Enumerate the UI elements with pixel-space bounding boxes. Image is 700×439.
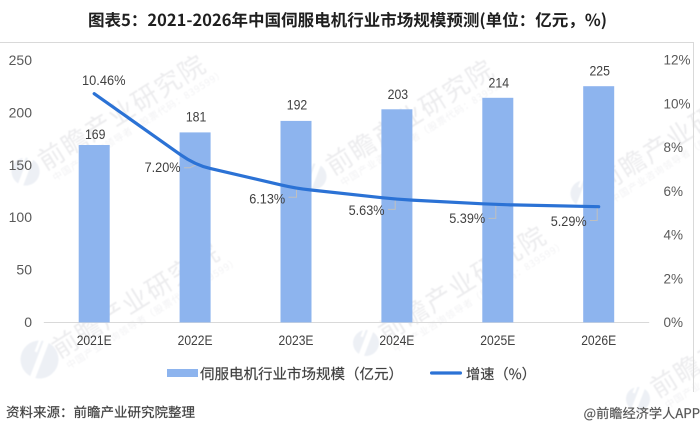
svg-text:6.13%: 6.13% (249, 192, 285, 207)
svg-text:203: 203 (388, 87, 409, 102)
svg-text:5.29%: 5.29% (551, 214, 587, 229)
svg-text:225: 225 (589, 63, 610, 78)
svg-text:169: 169 (85, 127, 106, 142)
svg-text:200: 200 (9, 104, 33, 120)
svg-text:4%: 4% (664, 228, 684, 243)
svg-text:2025E: 2025E (480, 333, 515, 348)
svg-text:250: 250 (9, 52, 33, 68)
svg-text:2022E: 2022E (178, 333, 213, 348)
svg-text:192: 192 (287, 98, 308, 113)
svg-text:50: 50 (16, 262, 32, 278)
svg-text:2026E: 2026E (581, 333, 616, 348)
svg-text:181: 181 (186, 109, 207, 124)
svg-text:150: 150 (9, 157, 33, 173)
svg-text:6%: 6% (664, 184, 684, 199)
svg-text:10.46%: 10.46% (82, 73, 126, 88)
svg-text:214: 214 (489, 75, 510, 90)
svg-text:12%: 12% (664, 53, 691, 68)
svg-text:2%: 2% (664, 271, 684, 286)
svg-text:2021E: 2021E (77, 333, 112, 348)
svg-text:5.63%: 5.63% (349, 203, 385, 218)
svg-text:8%: 8% (664, 140, 684, 155)
svg-text:100: 100 (9, 209, 33, 225)
svg-text:7.20%: 7.20% (145, 160, 181, 175)
svg-text:0%: 0% (664, 315, 684, 330)
svg-text:5.39%: 5.39% (449, 211, 485, 226)
svg-text:2024E: 2024E (379, 333, 414, 348)
svg-text:0: 0 (24, 314, 32, 330)
svg-text:2023E: 2023E (279, 333, 314, 348)
svg-text:10%: 10% (664, 96, 691, 111)
